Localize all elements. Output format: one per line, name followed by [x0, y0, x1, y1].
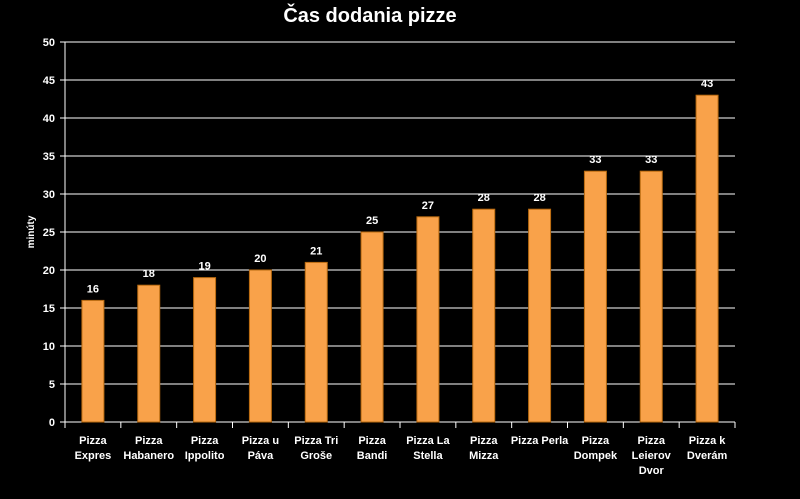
data-label-5: 21 — [310, 245, 322, 257]
bar-7 — [416, 216, 440, 423]
bar-5 — [304, 261, 328, 423]
bar-3 — [193, 277, 217, 423]
data-label-3: 19 — [198, 261, 210, 273]
x-tick-label-12: Pizza k Dverám — [687, 435, 728, 462]
y-tick-label: 15 — [43, 303, 55, 315]
y-tick-label: 50 — [43, 37, 55, 49]
x-tick-label-10: Pizza Dompek — [574, 435, 618, 462]
x-tick-label-5: Pizza Tri Groše — [294, 435, 338, 462]
data-label-4: 20 — [254, 253, 266, 265]
y-axis-title: minúty — [26, 215, 37, 248]
bar-4 — [248, 269, 272, 423]
data-label-11: 33 — [645, 154, 657, 166]
x-tick-label-3: Pizza Ippolito — [185, 435, 225, 462]
bar-10 — [583, 170, 607, 423]
x-tick-label-8: Pizza Mizza — [469, 435, 499, 462]
x-tick-label-4: Pizza u Páva — [242, 435, 279, 462]
x-tick-label-7: Pizza La Stella — [406, 435, 450, 462]
chart-title: Čas dodania pizze — [283, 3, 456, 27]
y-tick-label: 30 — [43, 189, 55, 201]
y-tick-label: 0 — [49, 417, 55, 429]
data-label-9: 28 — [533, 192, 545, 204]
x-tick-label-2: Pizza Habanero — [123, 435, 174, 462]
bars — [81, 94, 719, 423]
axes — [60, 41, 736, 428]
bar-8 — [472, 208, 496, 423]
data-label-1: 16 — [87, 283, 99, 295]
x-tick-label-1: Pizza Expres — [75, 435, 112, 462]
data-label-6: 25 — [366, 215, 378, 227]
y-tick-label: 25 — [43, 227, 55, 239]
y-tick-label: 10 — [43, 341, 55, 353]
x-tick-label-9: Pizza Perla — [511, 435, 569, 447]
x-tick-label-11: Pizza Leierov Dvor — [632, 435, 672, 477]
bar-1 — [81, 299, 105, 423]
data-label-10: 33 — [589, 154, 601, 166]
data-label-8: 28 — [478, 192, 490, 204]
data-labels: 16 18 19 20 21 25 27 28 28 33 33 43 — [87, 78, 713, 295]
bar-2 — [137, 284, 161, 423]
bar-12 — [695, 94, 719, 423]
bar-9 — [528, 208, 552, 423]
y-tick-label: 45 — [43, 75, 55, 87]
y-tick-label: 40 — [43, 113, 55, 125]
data-label-12: 43 — [701, 78, 713, 90]
bar-11 — [639, 170, 663, 423]
x-tick-labels: Pizza Expres Pizza Habanero Pizza Ippolito Piz… — [75, 435, 728, 477]
data-label-7: 27 — [422, 200, 434, 212]
gridlines — [65, 41, 735, 385]
y-tick-label: 35 — [43, 151, 55, 163]
x-tick-label-6: Pizza Bandi — [357, 435, 388, 462]
y-tick-labels: 0 5 10 15 20 25 30 35 40 45 50 — [43, 37, 55, 429]
y-tick-label: 20 — [43, 265, 55, 277]
data-label-2: 18 — [143, 268, 155, 280]
y-tick-label: 5 — [49, 379, 55, 391]
bar-6 — [360, 231, 384, 423]
